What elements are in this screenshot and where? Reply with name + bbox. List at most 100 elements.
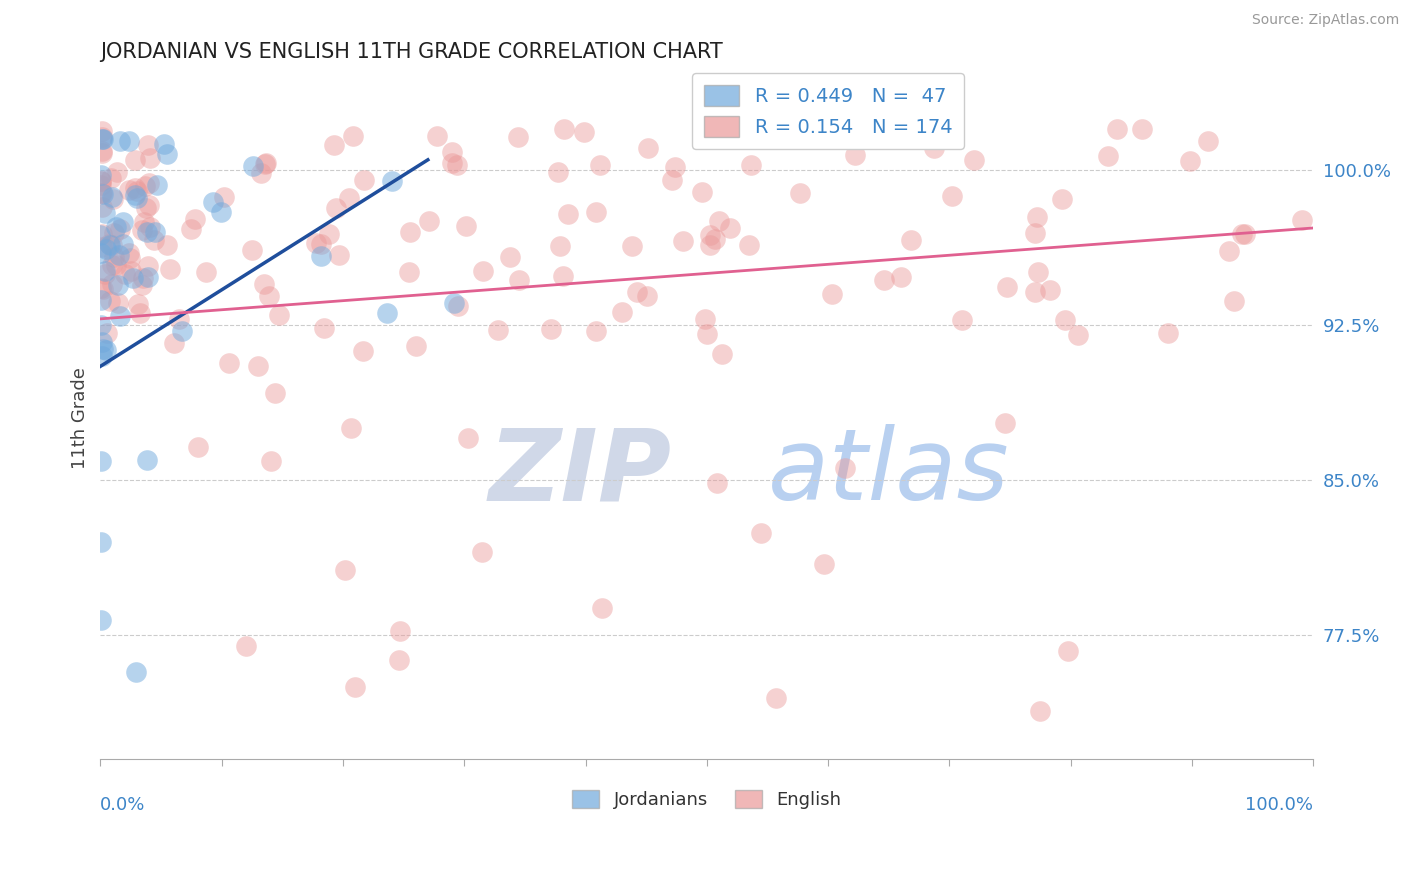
Point xyxy=(242,159,264,173)
Point xyxy=(963,153,986,167)
Point xyxy=(111,236,134,251)
Point xyxy=(636,288,658,302)
Point xyxy=(108,222,131,236)
Point xyxy=(260,454,283,468)
Point xyxy=(1223,294,1246,309)
Point xyxy=(1291,212,1313,227)
Point xyxy=(184,211,207,226)
Point xyxy=(103,226,125,240)
Point xyxy=(765,690,787,705)
Point xyxy=(91,334,114,349)
Point xyxy=(90,281,112,295)
Point xyxy=(813,558,835,572)
Point xyxy=(170,324,193,338)
Point xyxy=(995,280,1018,294)
Point xyxy=(235,640,257,654)
Point xyxy=(135,201,157,215)
Point xyxy=(194,265,217,279)
Point xyxy=(699,227,721,242)
Point xyxy=(159,262,181,277)
Point xyxy=(187,440,209,454)
Point xyxy=(718,220,741,235)
Point xyxy=(91,186,114,200)
Point xyxy=(547,165,569,179)
Point xyxy=(457,431,479,445)
Point xyxy=(138,151,160,165)
Point xyxy=(418,214,440,228)
Point xyxy=(90,178,112,192)
Point xyxy=(107,296,129,310)
Point xyxy=(540,322,562,336)
Point xyxy=(610,305,633,319)
Text: JORDANIAN VS ENGLISH 11TH GRADE CORRELATION CHART: JORDANIAN VS ENGLISH 11TH GRADE CORRELAT… xyxy=(100,42,723,62)
Point xyxy=(441,145,464,159)
Point xyxy=(381,174,404,188)
Point xyxy=(588,157,610,171)
Point xyxy=(201,194,224,209)
Point xyxy=(309,237,332,252)
Point xyxy=(107,278,129,293)
Point xyxy=(637,141,659,155)
Point xyxy=(353,344,375,359)
Point xyxy=(1234,227,1257,242)
Point xyxy=(322,138,344,153)
Point xyxy=(136,138,159,153)
Point xyxy=(100,238,122,252)
Text: atlas: atlas xyxy=(768,424,1010,521)
Point xyxy=(499,250,522,264)
Point xyxy=(454,219,477,233)
Point xyxy=(377,305,399,319)
Point xyxy=(789,186,811,200)
Point xyxy=(585,324,607,338)
Point xyxy=(710,346,733,360)
Point xyxy=(120,264,142,278)
Point xyxy=(446,157,468,171)
Point xyxy=(98,293,121,308)
Text: 100.0%: 100.0% xyxy=(1246,797,1313,814)
Point xyxy=(325,201,347,215)
Point xyxy=(117,183,139,197)
Point xyxy=(1053,313,1076,327)
Point xyxy=(1026,210,1049,224)
Point xyxy=(661,173,683,187)
Point xyxy=(398,265,420,279)
Point xyxy=(240,243,263,257)
Point xyxy=(1230,227,1253,241)
Point xyxy=(257,289,280,303)
Point xyxy=(138,198,160,212)
Point xyxy=(699,238,721,252)
Point xyxy=(398,225,420,239)
Point xyxy=(672,235,695,249)
Point xyxy=(125,185,148,199)
Point xyxy=(250,166,273,180)
Point xyxy=(167,312,190,326)
Point xyxy=(105,219,128,234)
Point xyxy=(91,349,114,363)
Point xyxy=(118,245,141,260)
Point xyxy=(749,526,772,541)
Point xyxy=(101,277,124,291)
Point xyxy=(703,231,725,245)
Point xyxy=(90,293,112,307)
Point xyxy=(343,681,366,695)
Point xyxy=(121,270,143,285)
Point xyxy=(125,191,148,205)
Point xyxy=(111,215,134,229)
Point xyxy=(90,240,112,254)
Point xyxy=(136,226,159,240)
Point xyxy=(1050,192,1073,206)
Point xyxy=(90,174,112,188)
Point xyxy=(574,125,596,139)
Point xyxy=(101,192,124,206)
Point xyxy=(388,653,411,667)
Point xyxy=(110,134,132,148)
Point xyxy=(90,124,112,138)
Text: 0.0%: 0.0% xyxy=(100,797,146,814)
Point xyxy=(105,165,128,179)
Point xyxy=(153,136,176,151)
Point xyxy=(218,356,240,370)
Point xyxy=(264,386,287,401)
Point xyxy=(335,563,357,577)
Point xyxy=(114,268,136,282)
Point xyxy=(441,155,464,169)
